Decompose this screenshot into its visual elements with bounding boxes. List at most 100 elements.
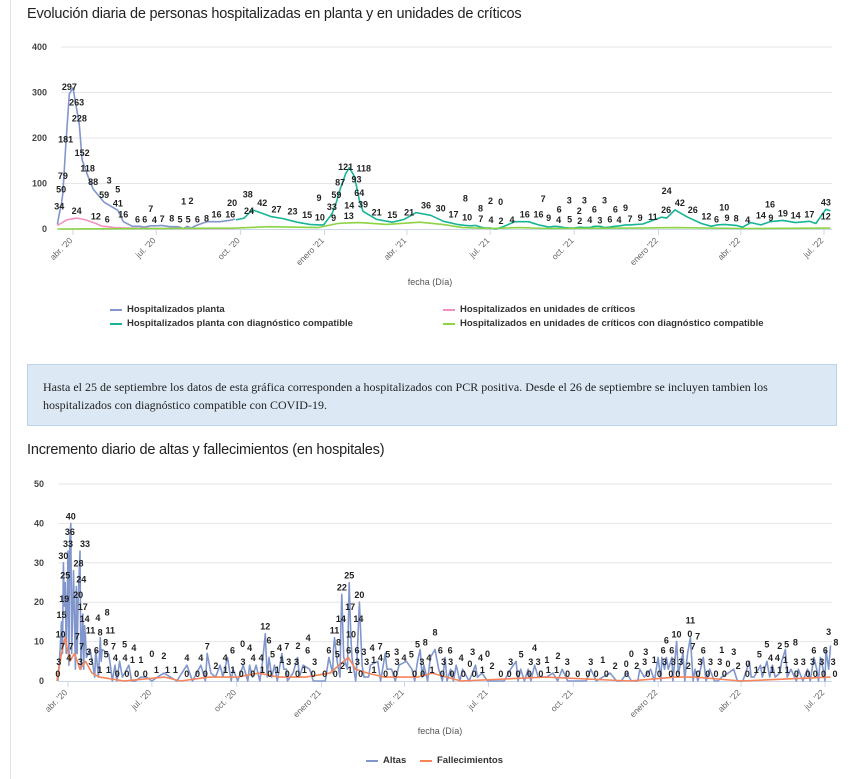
- data-label: 8: [423, 637, 428, 647]
- data-label: 0: [745, 669, 750, 679]
- legend-label: Fallecimientos: [437, 755, 503, 766]
- data-label: 3: [582, 196, 587, 206]
- data-label: 14: [756, 211, 766, 221]
- data-label: 263: [69, 97, 84, 107]
- data-label: 20: [354, 590, 364, 600]
- data-label: 1: [719, 645, 724, 655]
- data-label: 2: [161, 651, 166, 661]
- data-label: 0: [722, 669, 727, 679]
- data-label: 15: [57, 610, 67, 620]
- legend-item-criticos-compatible[interactable]: Hospitalizados en unidades de críticos c…: [443, 318, 764, 329]
- data-label: 0: [668, 669, 673, 679]
- data-label: 4: [198, 653, 203, 663]
- data-label: 0: [203, 669, 208, 679]
- data-label: 1: [275, 665, 280, 675]
- data-label: 36: [421, 201, 431, 211]
- data-label: 0: [629, 649, 634, 659]
- data-label: 6: [811, 645, 816, 655]
- data-label: 9: [768, 213, 773, 223]
- y-tick-label: 400: [32, 42, 47, 52]
- legend-swatch: [443, 308, 455, 311]
- data-label: 3: [602, 196, 607, 206]
- data-label: 0: [440, 669, 445, 679]
- info-note-text: Hasta el 25 de septiembre los datos de e…: [43, 380, 768, 412]
- data-label: 10: [346, 630, 356, 640]
- legend-item-hospitalizados-planta[interactable]: Hospitalizados planta: [110, 304, 225, 315]
- data-label: 3: [419, 657, 424, 667]
- chart-2-x-axis-title: fecha (Día): [417, 726, 463, 736]
- data-label: 4: [306, 633, 311, 643]
- data-label: 0: [184, 669, 189, 679]
- legend-swatch: [110, 308, 122, 311]
- data-label: 2: [499, 216, 504, 226]
- legend-item-planta-compatible[interactable]: Hospitalizados planta con diagnóstico co…: [110, 318, 353, 329]
- data-label: 0: [149, 649, 154, 659]
- data-label: 2: [577, 216, 582, 226]
- data-label: 4: [775, 653, 780, 663]
- data-label: 3: [312, 657, 317, 667]
- data-label: 3: [567, 196, 572, 206]
- data-label: 33: [80, 539, 90, 549]
- data-label: 9: [724, 213, 729, 223]
- data-label: 8: [98, 627, 103, 637]
- data-label: 0: [575, 669, 580, 679]
- data-label: 11: [686, 616, 696, 626]
- data-label: 21: [404, 207, 414, 217]
- data-label: 1: [600, 655, 605, 665]
- data-label: 7: [205, 641, 210, 651]
- data-label: 3: [286, 657, 291, 667]
- data-label: 1: [371, 665, 376, 675]
- data-label: 4: [426, 653, 431, 663]
- data-label: 6: [94, 645, 99, 655]
- legend-item-fallecimientos[interactable]: Fallecimientos: [420, 755, 503, 766]
- data-label: 14: [791, 211, 801, 221]
- legend-item-criticos[interactable]: Hospitalizados en unidades de críticos: [443, 304, 635, 315]
- data-label: 25: [60, 571, 70, 581]
- data-label: 1: [302, 665, 307, 675]
- legend-label: Altas: [383, 755, 407, 766]
- data-label: 21: [372, 207, 382, 217]
- data-label: 2: [577, 206, 582, 216]
- data-label: 17: [78, 602, 88, 612]
- data-label: 0: [358, 669, 363, 679]
- data-label: 16: [765, 200, 775, 210]
- data-label: 17: [448, 209, 458, 219]
- data-label: 79: [58, 171, 68, 181]
- data-label: 4: [259, 653, 264, 663]
- data-label: 0: [687, 629, 692, 639]
- data-label: 6: [195, 214, 200, 224]
- data-label: 0: [285, 669, 290, 679]
- data-label: 0: [498, 197, 503, 207]
- x-tick-label: enero '22: [628, 687, 660, 719]
- data-label: 0: [813, 669, 818, 679]
- data-label: 8: [336, 637, 341, 647]
- data-label: 5: [186, 215, 191, 225]
- data-label: 17: [345, 602, 355, 612]
- data-label: 6: [679, 645, 684, 655]
- data-label: 19: [59, 594, 69, 604]
- data-label: 7: [160, 214, 165, 224]
- data-label: 0: [832, 669, 837, 679]
- data-label: 6: [135, 214, 140, 224]
- data-label: 2: [736, 661, 741, 671]
- data-label: 8: [793, 637, 798, 647]
- legend-item-altas[interactable]: Altas: [366, 755, 406, 766]
- legend-label: Hospitalizados en unidades de críticos c…: [460, 318, 764, 329]
- data-label: 12: [701, 212, 711, 222]
- data-label: 28: [74, 559, 84, 569]
- data-label: 4: [488, 215, 493, 225]
- data-label: 25: [344, 571, 354, 581]
- data-label: 34: [54, 202, 64, 212]
- data-label: 0: [645, 669, 650, 679]
- data-label: 4: [277, 643, 282, 653]
- data-label: 0: [507, 669, 512, 679]
- data-label: 2: [613, 661, 618, 671]
- x-tick-label: jul. '20: [128, 687, 153, 712]
- data-label: 0: [821, 669, 826, 679]
- x-tick-label: abr. '22: [716, 687, 743, 714]
- y-tick-label: 0: [42, 224, 47, 234]
- data-label: 16: [534, 210, 544, 220]
- data-label: 1: [777, 665, 782, 675]
- y-tick-label: 300: [32, 88, 47, 98]
